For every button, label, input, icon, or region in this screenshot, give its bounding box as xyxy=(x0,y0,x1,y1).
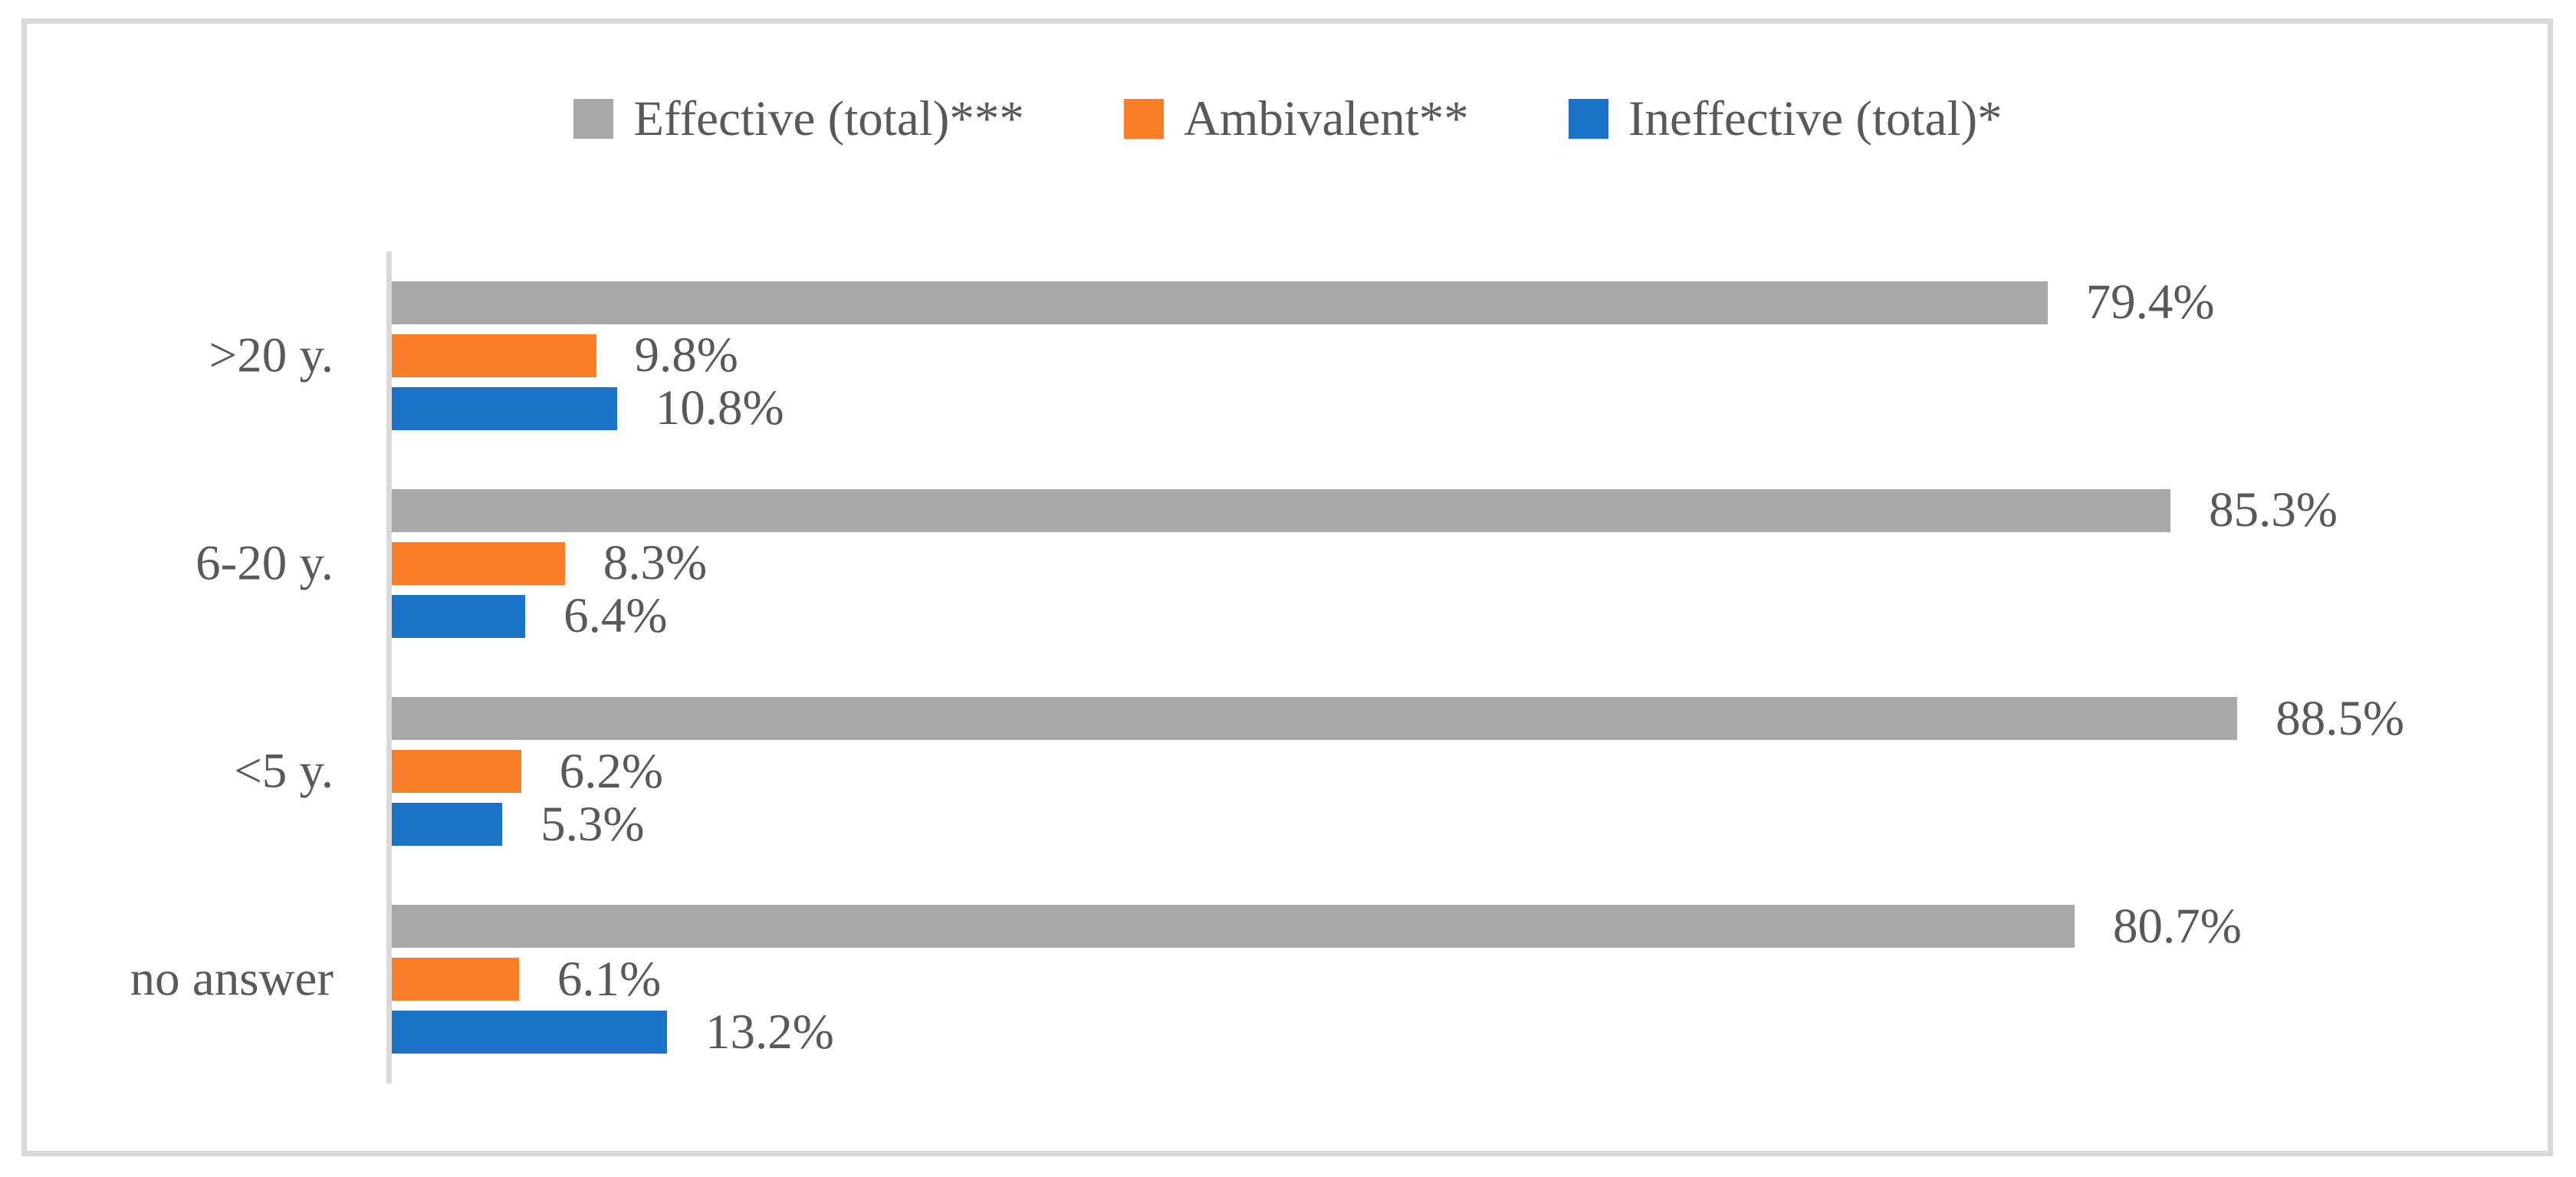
category-label-6-20-y: 6-20 y. xyxy=(196,535,334,591)
data-label-ineffective-total-no-answer: 13.2% xyxy=(705,1004,834,1060)
legend-item-ineffective-total: Ineffective (total)* xyxy=(1568,90,2003,146)
data-label-ambivalent-5-y: 6.2% xyxy=(559,743,664,799)
legend-marker-ambivalent xyxy=(1123,99,1164,139)
bar-ineffective-total-20-y xyxy=(392,386,617,430)
data-label-effective-total-5-y: 88.5% xyxy=(2275,690,2405,746)
bar-effective-total-6-20-y xyxy=(392,488,2171,532)
category-label-no-answer: no answer xyxy=(130,951,334,1007)
legend-marker-effective-total xyxy=(573,99,614,139)
data-label-effective-total-no-answer: 80.7% xyxy=(2113,898,2242,954)
bar-group-no-answer: 80.7% 6.1% 13.2% xyxy=(392,876,2477,1083)
legend-marker-ineffective-total xyxy=(1568,99,1608,139)
bar-row-effective-total: 79.4% xyxy=(392,275,2477,330)
data-label-ineffective-total-5-y: 5.3% xyxy=(540,796,645,852)
bar-row-effective-total: 88.5% xyxy=(392,693,2477,743)
bar-row-effective-total: 85.3% xyxy=(392,485,2477,535)
bar-group-20-y: 79.4% 9.8% 10.8% xyxy=(392,252,2477,459)
legend-item-effective-total: Effective (total)*** xyxy=(573,94,1024,144)
data-label-ambivalent-20-y: 9.8% xyxy=(634,327,738,383)
chart-legend: Effective (total)*** Ambivalent** Ineffect… xyxy=(0,78,2576,159)
bar-row-ambivalent: 8.3% xyxy=(392,538,2477,588)
data-label-ambivalent-6-20-y: 8.3% xyxy=(603,535,708,591)
bar-ineffective-total-5-y xyxy=(392,803,503,847)
bar-row-ineffective-total: 6.4% xyxy=(392,591,2477,641)
legend-label: Ambivalent** xyxy=(1183,90,1469,146)
category-label-20-y: >20 y. xyxy=(209,327,334,383)
bar-group-5-y: 88.5% 6.2% 5.3% xyxy=(392,668,2477,876)
bar-row-effective-total: 80.7% xyxy=(392,901,2477,951)
bar-row-ambivalent: 9.8% xyxy=(392,330,2477,380)
data-label-ambivalent-no-answer: 6.1% xyxy=(557,951,662,1007)
legend-label: Ineffective (total)* xyxy=(1628,90,2003,146)
bar-group-6-20-y: 85.3% 8.3% 6.4% xyxy=(392,459,2477,667)
data-label-effective-total-6-20-y: 85.3% xyxy=(2209,482,2338,538)
bar-row-ineffective-total: 5.3% xyxy=(392,799,2477,849)
bar-ambivalent-no-answer xyxy=(392,958,519,1001)
bar-effective-total-no-answer xyxy=(392,905,2075,949)
legend-label: Effective (total)*** xyxy=(633,90,1024,146)
legend-item-ambivalent: Ambivalent** xyxy=(1123,90,1469,146)
bar-ambivalent-5-y xyxy=(392,750,521,794)
data-label-ineffective-total-6-20-y: 6.4% xyxy=(564,588,668,644)
bar-row-ineffective-total: 13.2% xyxy=(392,1004,2477,1060)
category-label-5-y: <5 y. xyxy=(234,743,334,799)
bar-ineffective-total-no-answer xyxy=(392,1011,668,1054)
bar-row-ambivalent: 6.1% xyxy=(392,951,2477,1007)
bar-ambivalent-20-y xyxy=(392,334,596,377)
data-label-effective-total-20-y: 79.4% xyxy=(2085,275,2215,330)
bar-ambivalent-6-20-y xyxy=(392,541,565,585)
bar-row-ambivalent: 6.2% xyxy=(392,746,2477,796)
bar-row-ineffective-total: 10.8% xyxy=(392,383,2477,433)
data-label-ineffective-total-20-y: 10.8% xyxy=(655,380,784,436)
bar-ineffective-total-6-20-y xyxy=(392,594,526,638)
category-axis-line xyxy=(386,252,392,1083)
bar-effective-total-20-y xyxy=(392,281,2048,324)
bar-effective-total-5-y xyxy=(392,697,2238,741)
plot-area: 79.4% 9.8% 10.8% 85.3% 8.3% 6.4% 88.5% 6.2% 5.3%… xyxy=(386,252,2477,1083)
category-axis-labels: >20 y. 6-20 y. <5 y. no answer xyxy=(46,252,334,1083)
